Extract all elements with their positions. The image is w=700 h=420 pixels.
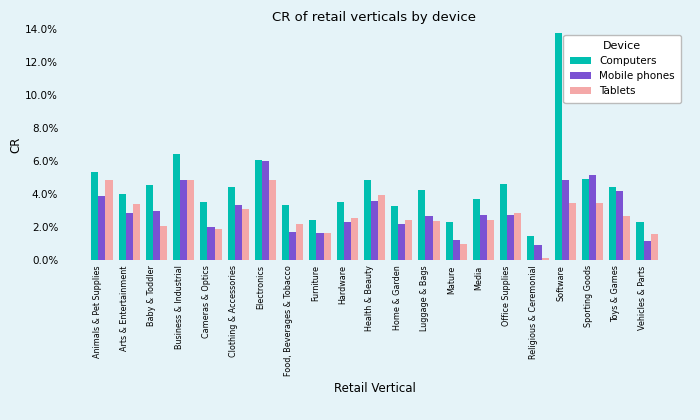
Bar	[146, 185, 153, 260]
Bar	[255, 160, 262, 260]
Y-axis label: CR: CR	[9, 137, 22, 153]
Bar	[636, 223, 643, 260]
Bar	[337, 202, 344, 260]
Bar	[405, 220, 412, 260]
Bar	[623, 216, 631, 260]
Bar	[473, 200, 480, 260]
Bar	[561, 180, 569, 260]
Bar	[460, 244, 467, 260]
Bar	[160, 226, 167, 260]
Bar	[180, 180, 188, 260]
Bar	[133, 204, 140, 260]
Bar	[99, 196, 106, 260]
Bar	[554, 33, 561, 260]
Bar	[262, 160, 269, 260]
Bar	[309, 220, 316, 260]
Bar	[596, 203, 603, 260]
Bar	[91, 172, 99, 260]
Bar	[344, 223, 351, 260]
Bar	[364, 180, 371, 260]
Bar	[609, 187, 616, 260]
Bar	[289, 231, 296, 260]
Bar	[426, 216, 433, 260]
Bar	[500, 184, 507, 260]
Bar	[207, 227, 214, 260]
Bar	[106, 180, 113, 260]
Bar	[214, 229, 222, 260]
Bar	[480, 215, 487, 260]
Bar	[433, 221, 440, 260]
Bar	[269, 180, 276, 260]
X-axis label: Retail Vertical: Retail Vertical	[334, 382, 415, 395]
Bar	[589, 175, 596, 260]
Bar	[118, 194, 126, 260]
Bar	[126, 213, 133, 260]
Bar	[508, 215, 514, 260]
Bar	[398, 224, 405, 260]
Bar	[323, 233, 330, 260]
Bar	[228, 187, 234, 260]
Bar	[487, 220, 494, 260]
Bar	[535, 245, 542, 260]
Bar	[391, 206, 398, 260]
Bar	[650, 234, 658, 260]
Bar	[446, 222, 453, 260]
Bar	[542, 258, 549, 260]
Bar	[241, 209, 249, 260]
Bar	[234, 205, 241, 260]
Bar	[296, 224, 303, 260]
Bar	[582, 179, 589, 260]
Legend: Computers, Mobile phones, Tablets: Computers, Mobile phones, Tablets	[564, 34, 681, 103]
Bar	[569, 203, 576, 260]
Bar	[616, 191, 623, 260]
Bar	[316, 233, 323, 260]
Bar	[371, 201, 378, 260]
Bar	[188, 180, 195, 260]
Bar	[173, 154, 180, 260]
Bar	[200, 202, 207, 260]
Bar	[351, 218, 358, 260]
Bar	[378, 195, 385, 260]
Bar	[282, 205, 289, 260]
Bar	[527, 236, 535, 260]
Bar	[153, 211, 160, 260]
Bar	[643, 241, 650, 260]
Bar	[453, 240, 460, 260]
Title: CR of retail verticals by device: CR of retail verticals by device	[272, 11, 477, 24]
Bar	[514, 213, 522, 260]
Bar	[419, 190, 426, 260]
